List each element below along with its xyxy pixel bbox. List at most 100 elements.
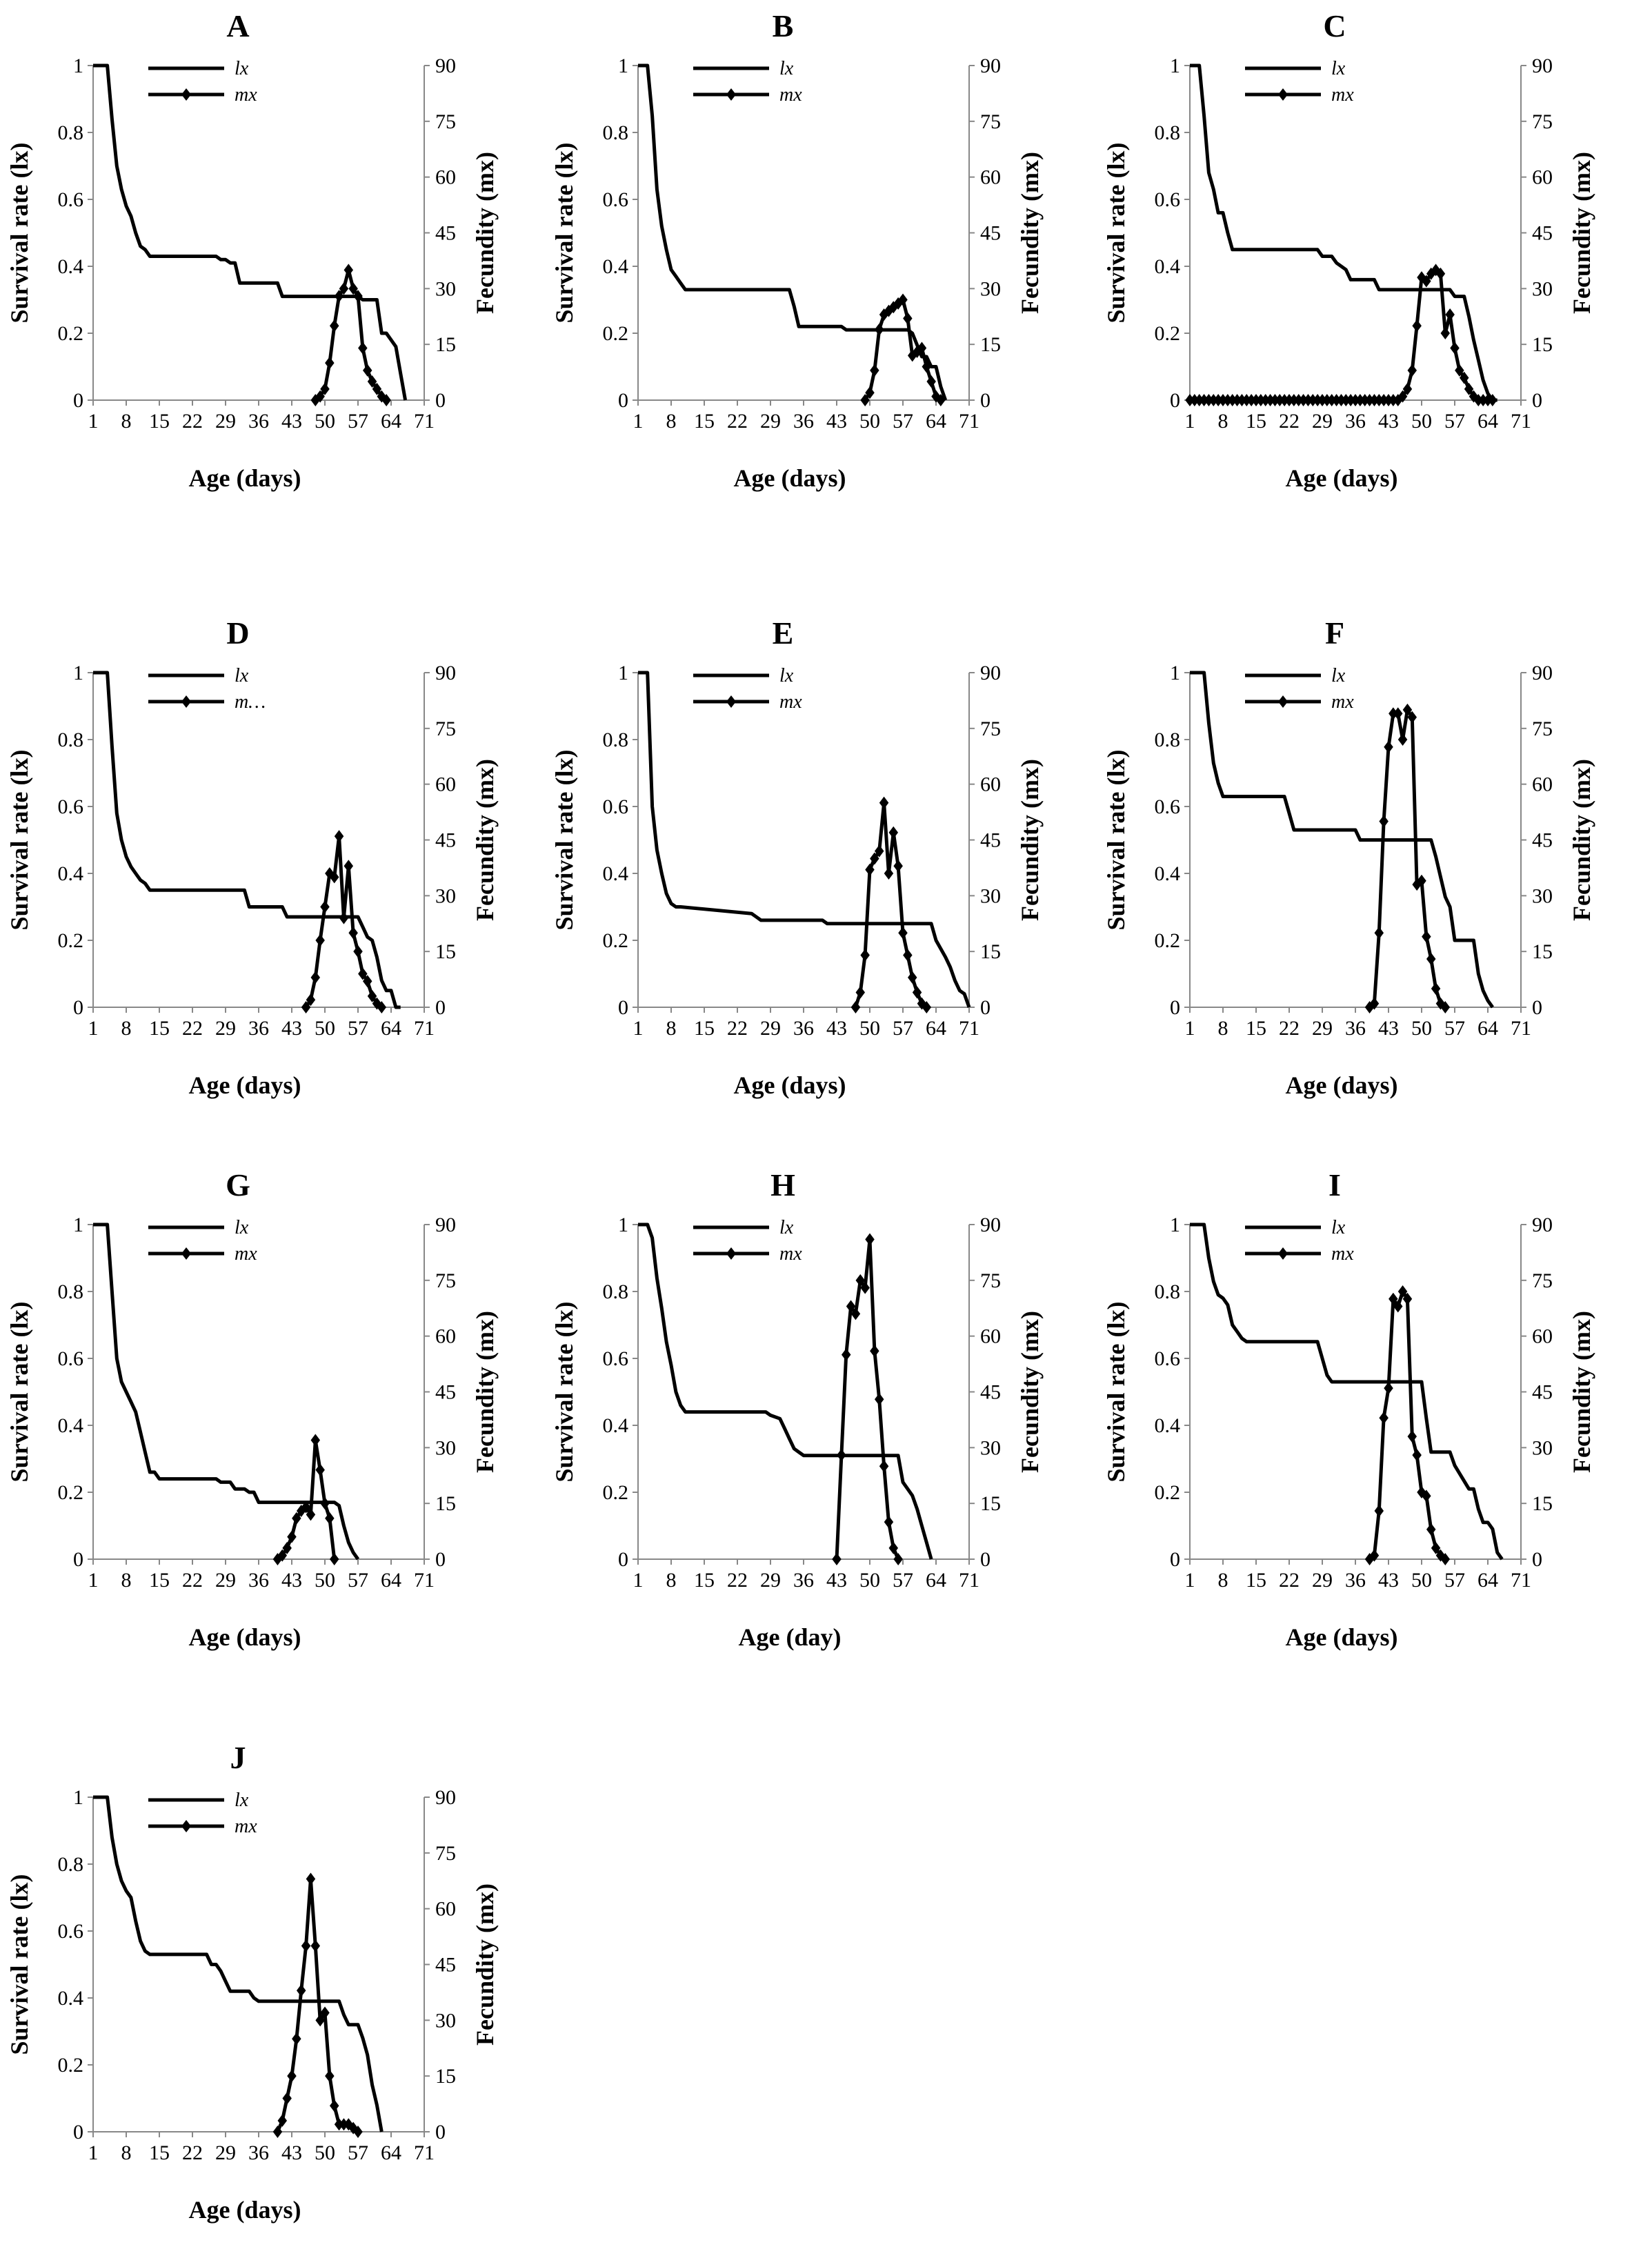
x-tick-label: 29 xyxy=(760,410,781,433)
legend-label-mx: mx xyxy=(235,1243,257,1265)
x-tick-label: 50 xyxy=(315,410,335,433)
data-point-mx xyxy=(1374,394,1384,406)
data-point-mx xyxy=(282,1541,292,1554)
data-point-mx xyxy=(1313,394,1322,406)
y-tick-label: 1 xyxy=(1170,662,1180,684)
x-tick-label: 43 xyxy=(826,1017,847,1040)
legend-label-lx: lx xyxy=(235,1790,249,1811)
y-axis-title: Survival rate (lx) xyxy=(1102,143,1130,324)
legend-marker-mx xyxy=(1278,1247,1288,1260)
data-point-mx xyxy=(329,319,339,333)
y2-tick-label: 45 xyxy=(1532,1381,1553,1404)
x-tick-label: 8 xyxy=(121,410,132,433)
x-tick-label: 15 xyxy=(149,2141,170,2164)
data-point-mx xyxy=(306,1508,316,1521)
y2-tick-label: 0 xyxy=(1532,996,1542,1019)
data-point-mx xyxy=(329,1553,339,1565)
y2-tick-label: 60 xyxy=(435,1898,456,1921)
legend-label-mx: mx xyxy=(235,84,257,106)
x-tick-label: 71 xyxy=(959,1569,979,1592)
y-axis-title: Survival rate (lx) xyxy=(550,143,578,324)
y2-tick-label: 0 xyxy=(980,1548,991,1571)
data-point-mx xyxy=(325,1512,335,1525)
data-point-mx xyxy=(372,382,382,395)
y-axis-title: Survival rate (lx) xyxy=(550,1302,578,1483)
y2-tick-label: 75 xyxy=(1532,1269,1553,1292)
y2-tick-label: 30 xyxy=(435,2009,456,2032)
x-tick-label: 57 xyxy=(348,1017,368,1040)
data-point-mx xyxy=(353,945,363,958)
y2-tick-label: 0 xyxy=(435,389,446,412)
data-point-mx xyxy=(1317,394,1327,406)
x-tick-label: 1 xyxy=(88,410,99,433)
data-point-mx xyxy=(315,934,325,947)
y2-tick-label: 30 xyxy=(435,1436,456,1459)
data-point-mx xyxy=(1289,394,1299,406)
x-tick-label: 29 xyxy=(215,1569,236,1592)
data-point-mx xyxy=(837,1449,846,1462)
y2-tick-label: 45 xyxy=(980,222,1001,245)
x-tick-label: 43 xyxy=(1378,410,1399,433)
x-tick-label: 43 xyxy=(281,2141,302,2164)
legend-label-lx: lx xyxy=(779,665,794,686)
x-axis-title: Age (days) xyxy=(189,2196,301,2224)
x-tick-label: 8 xyxy=(666,1017,677,1040)
data-point-mx xyxy=(1402,382,1413,395)
y-tick-label: 0.2 xyxy=(603,322,629,345)
y2-tick-label: 0 xyxy=(435,996,446,1019)
y2-tick-label: 0 xyxy=(435,2121,446,2144)
y2-tick-label: 60 xyxy=(435,773,456,796)
y2-tick-label: 60 xyxy=(435,1325,456,1348)
y2-tick-label: 45 xyxy=(435,1954,456,1977)
data-point-mx xyxy=(1455,364,1464,377)
x-tick-label: 29 xyxy=(1312,1569,1333,1592)
series-line-mx xyxy=(1369,1289,1446,1561)
data-point-mx xyxy=(1440,1001,1451,1013)
y-tick-label: 0.2 xyxy=(58,322,84,345)
data-point-mx xyxy=(903,949,913,962)
x-tick-label: 57 xyxy=(1444,1017,1465,1040)
data-point-mx xyxy=(277,1549,288,1562)
y2-axis-title: Fecundity (mx) xyxy=(1568,1311,1595,1473)
data-point-mx xyxy=(1459,371,1469,384)
data-point-mx xyxy=(1426,1523,1436,1536)
data-point-mx xyxy=(1326,394,1337,406)
y-tick-label: 0.4 xyxy=(58,862,84,885)
data-point-mx xyxy=(1402,703,1413,716)
data-point-mx xyxy=(1280,394,1289,406)
series-line-lx xyxy=(1190,671,1494,1009)
y2-axis-title: Fecundity (mx) xyxy=(471,152,499,314)
data-point-mx xyxy=(315,2014,325,2027)
legend-marker-mx xyxy=(181,88,191,101)
y-axis-title: Survival rate (lx) xyxy=(6,1302,33,1483)
y-tick-label: 0 xyxy=(1170,389,1180,412)
y-tick-label: 0.4 xyxy=(1155,1414,1181,1437)
y-tick-label: 0.4 xyxy=(603,1414,629,1437)
data-point-mx xyxy=(353,290,363,303)
data-point-mx xyxy=(320,382,330,395)
y2-axis-title: Fecundity (mx) xyxy=(1568,152,1595,314)
data-point-mx xyxy=(1464,382,1474,395)
data-point-mx xyxy=(306,993,316,1007)
y-tick-label: 0 xyxy=(73,996,83,1019)
x-tick-label: 1 xyxy=(1185,410,1195,433)
y-tick-label: 0.8 xyxy=(603,1280,629,1303)
data-point-mx xyxy=(1384,740,1393,753)
data-point-mx xyxy=(367,375,377,388)
y2-tick-label: 15 xyxy=(1532,1492,1553,1515)
data-point-mx xyxy=(917,341,927,355)
x-tick-label: 64 xyxy=(1477,410,1498,433)
data-point-mx xyxy=(1322,394,1332,406)
y-tick-label: 0.6 xyxy=(58,795,84,818)
data-point-mx xyxy=(903,312,913,325)
x-tick-label: 15 xyxy=(694,410,715,433)
x-tick-label: 50 xyxy=(1411,1569,1432,1592)
x-tick-label: 50 xyxy=(859,1569,880,1592)
data-point-mx xyxy=(865,386,875,399)
y-tick-label: 1 xyxy=(1170,55,1180,77)
data-point-mx xyxy=(1213,394,1223,406)
y2-tick-label: 0 xyxy=(435,1548,446,1571)
data-point-mx xyxy=(310,971,321,984)
